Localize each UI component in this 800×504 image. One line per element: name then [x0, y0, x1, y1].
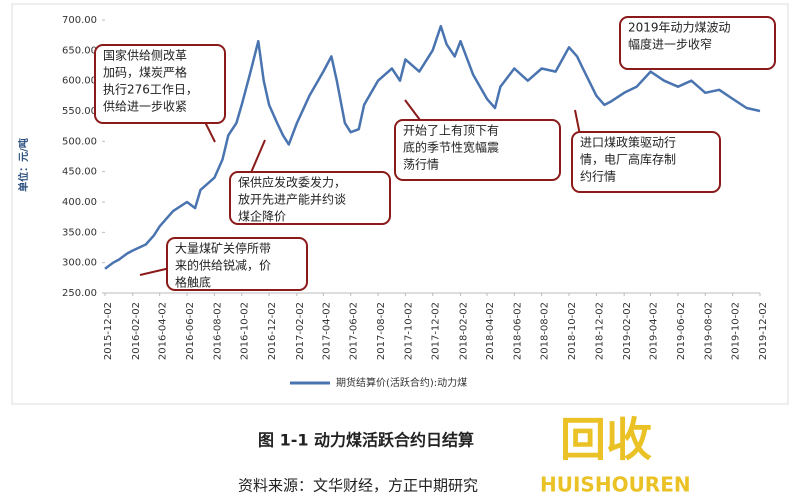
- annotation-text: 荡行情: [403, 158, 439, 172]
- x-tick-label: 2019-02-02: [622, 302, 633, 360]
- annotation-box: [394, 119, 561, 181]
- annotation-text: 格触底: [175, 275, 211, 290]
- y-tick-label: 650.00: [62, 45, 97, 56]
- annotation-box: [166, 237, 308, 291]
- x-tick-label: 2018-08-02: [540, 302, 551, 360]
- arrow: [574, 109, 581, 136]
- arrow: [404, 99, 421, 121]
- annotation-box: [229, 171, 391, 225]
- x-tick-label: 2017-08-02: [376, 302, 387, 360]
- annotation-text: 底的季节性宽幅震: [403, 140, 499, 155]
- x-tick-label: 2016-12-02: [267, 302, 278, 360]
- x-tick-label: 2018-10-02: [567, 302, 578, 360]
- x-tick-label: 2016-08-02: [212, 302, 223, 360]
- source: 资料来源：文华财经，方正中期研究: [238, 477, 478, 495]
- arrow: [204, 121, 216, 143]
- annotation-box: [94, 44, 226, 124]
- x-tick-label: 2018-12-02: [594, 302, 605, 360]
- y-axis-label: 单位：元/吨: [17, 138, 30, 192]
- annotation-text: 大量煤矿关停所带: [175, 241, 271, 256]
- price-line: [104, 24, 761, 270]
- arrow: [249, 139, 266, 176]
- watermark: 回收: [560, 413, 652, 467]
- x-tick-label: 2016-06-02: [185, 302, 196, 360]
- x-tick-label: 2019-04-02: [649, 302, 660, 360]
- watermark: HUISHOUREN: [540, 473, 691, 497]
- x-tick-label: 2017-04-02: [321, 302, 332, 360]
- x-tick-label: 2019-08-02: [703, 302, 714, 360]
- y-tick-label: 400.00: [62, 197, 97, 208]
- annotation-text: 保供应发改委发力，: [238, 175, 346, 190]
- y-tick-label: 450.00: [62, 167, 97, 178]
- annotation-text: 进口煤政策驱动行: [580, 136, 676, 150]
- x-tick-label: 2019-10-02: [731, 302, 742, 360]
- caption: 图 1-1 动力煤活跃合约日结算: [258, 431, 474, 450]
- legend-label: 期货结算价(活跃合约):动力煤: [336, 376, 467, 389]
- annotation-text: 放开先进产能并约谈: [238, 192, 346, 207]
- x-tick-label: 2017-10-02: [403, 302, 414, 360]
- y-tick-label: 600.00: [62, 76, 97, 87]
- annotation-text: 开始了上有顶下有: [403, 124, 499, 138]
- y-tick-label: 500.00: [62, 136, 97, 147]
- x-tick-label: 2016-10-02: [240, 302, 251, 360]
- annotation-text: 情，电厂高库存制: [580, 152, 676, 167]
- x-tick-label: 2019-06-02: [676, 302, 687, 360]
- annotation-text: 国家供给侧改革: [103, 48, 187, 63]
- annotation-box: [619, 16, 776, 70]
- annotation-box: [571, 131, 721, 193]
- x-tick-label: 2015-12-02: [103, 302, 114, 360]
- annotation-text: 执行276工作日，: [103, 83, 198, 97]
- arrow: [139, 267, 171, 276]
- y-tick-label: 300.00: [62, 258, 97, 269]
- y-tick-label: 550.00: [62, 106, 97, 117]
- x-tick-label: 2018-06-02: [512, 302, 523, 360]
- y-tick-label: 700.00: [62, 15, 97, 26]
- x-tick-label: 2018-04-02: [485, 302, 496, 360]
- x-tick-label: 2017-12-02: [431, 302, 442, 360]
- x-tick-label: 2016-02-02: [131, 302, 142, 360]
- annotation-text: 幅度进一步收窄: [628, 37, 712, 52]
- y-tick-label: 350.00: [62, 227, 97, 238]
- annotation-text: 2019年动力煤波动: [628, 21, 731, 35]
- y-tick-label: 250.00: [62, 288, 97, 299]
- annotation-text: 约行情: [580, 169, 616, 184]
- x-tick-label: 2017-06-02: [349, 302, 360, 360]
- x-tick-label: 2017-02-02: [295, 302, 306, 360]
- x-tick-label: 2019-12-02: [758, 302, 769, 360]
- chart-frame: [11, 3, 789, 405]
- x-tick-label: 2016-04-02: [158, 302, 169, 360]
- annotation-text: 来的供给锐减，价: [175, 258, 271, 273]
- annotation-text: 煤企降价: [238, 209, 286, 224]
- annotation-text: 供给进一步收紧: [103, 100, 187, 114]
- x-tick-label: 2018-02-02: [459, 302, 470, 360]
- annotation-text: 加码，煤炭严格: [103, 65, 187, 80]
